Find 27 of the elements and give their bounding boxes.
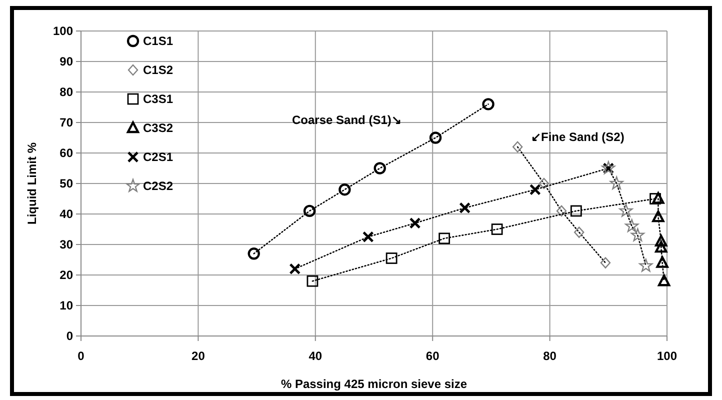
x-axis-title: % Passing 425 micron sieve size — [280, 377, 468, 391]
y-tick-label: 80 — [60, 85, 74, 100]
x-tick-label: 40 — [308, 349, 322, 363]
y-tick-label: 70 — [60, 116, 74, 130]
legend-label: C3S1 — [143, 92, 174, 106]
y-axis-title: Liquid Limit % — [25, 142, 39, 224]
y-tick-label: 90 — [60, 54, 74, 69]
legend-label: C1S2 — [143, 63, 174, 78]
y-tick-label: 60 — [60, 146, 74, 160]
y-tick-label: 20 — [60, 268, 74, 282]
x-tick-label: 20 — [192, 349, 206, 363]
y-tick-label: 0 — [66, 329, 74, 344]
annotation: ↙Fine Sand (S2) — [531, 130, 624, 144]
annotation: Coarse Sand (S1)↘ — [292, 113, 402, 128]
y-tick-label: 50 — [60, 176, 74, 191]
legend-label: C2S2 — [143, 179, 174, 194]
x-tick-label: 100 — [656, 349, 678, 363]
y-tick-label: 100 — [52, 24, 74, 38]
legend-label: C1S1 — [143, 34, 174, 48]
y-tick-label: 30 — [60, 238, 74, 252]
x-tick-label: 0 — [78, 349, 85, 363]
x-tick-label: 60 — [426, 349, 440, 363]
y-tick-label: 10 — [60, 298, 74, 313]
legend-label: C3S2 — [143, 121, 174, 136]
y-tick-label: 40 — [60, 207, 74, 222]
x-tick-label: 80 — [543, 349, 557, 363]
legend-label: C2S1 — [143, 150, 174, 164]
